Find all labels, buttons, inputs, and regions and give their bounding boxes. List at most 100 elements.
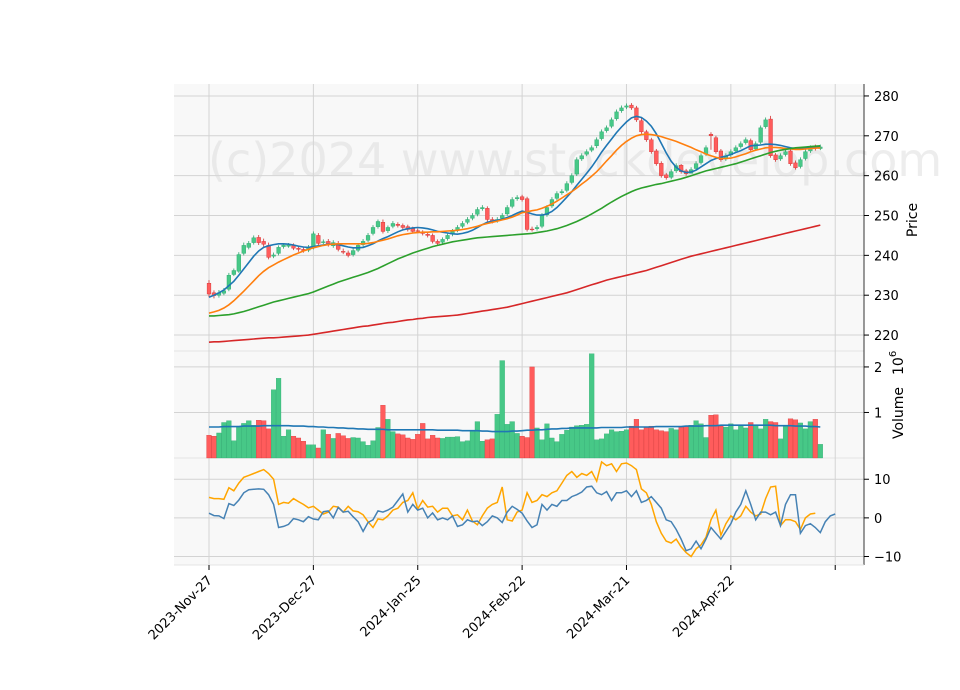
volume-bar-down: [340, 435, 346, 459]
volume-bar-up: [246, 420, 252, 459]
volume-bar-up: [216, 432, 222, 459]
volume-bar-up: [226, 420, 232, 459]
candle-up: [465, 219, 470, 223]
volume-bar-up: [370, 440, 376, 459]
volume-bar-up: [579, 425, 585, 459]
candle-up: [321, 241, 326, 243]
candle-down: [520, 196, 525, 200]
x-tick-label: 2024-Apr-22: [670, 573, 737, 640]
candle-up: [554, 193, 559, 199]
candle-up: [584, 151, 589, 155]
volume-bar-up: [459, 441, 466, 459]
candle-up: [375, 221, 381, 227]
candle-down: [773, 154, 778, 160]
volume-bar-down: [315, 447, 321, 459]
volume-bar-up: [534, 427, 540, 459]
volume-bar-up: [445, 436, 451, 459]
candle-down: [206, 283, 212, 295]
candle-down: [768, 118, 773, 156]
volume-bar-up: [728, 423, 734, 459]
volume-bar-up: [594, 439, 600, 459]
volume-bar-down: [653, 429, 659, 459]
volume-axis-title: Volume: [891, 387, 907, 439]
volume-bar-up: [320, 429, 326, 459]
volume-bar-up: [703, 437, 709, 459]
price-y-tick-label: 250: [874, 210, 899, 225]
volume-bar-up: [584, 424, 590, 459]
volume-bar-down: [395, 433, 401, 459]
volume-bar-up: [276, 378, 282, 459]
volume-bar-up: [564, 430, 570, 459]
volume-bar-up: [514, 433, 520, 459]
candle-up: [743, 139, 748, 143]
volume-bar-down: [792, 419, 799, 459]
ma-line-ma20: [208, 133, 821, 314]
candle-down: [256, 237, 261, 243]
candle-up: [693, 163, 699, 169]
volume-bar-up: [613, 431, 620, 459]
volume-bar-up: [782, 425, 789, 459]
volume-bar-up: [385, 419, 391, 459]
price-panel: [206, 103, 823, 343]
volume-bar-down: [768, 421, 774, 459]
price-y-tick-label: 230: [874, 289, 899, 304]
candle-up: [460, 223, 465, 227]
candle-up: [246, 243, 251, 248]
candle-down: [346, 252, 351, 256]
volume-bar-up: [305, 444, 311, 459]
volume-bar-up: [589, 353, 595, 459]
volume-bar-down: [524, 437, 530, 459]
macd-panel: [208, 460, 836, 558]
candle-down: [659, 163, 664, 176]
volume-bar-down: [325, 434, 331, 459]
volume-bar-down: [713, 414, 719, 459]
candle-down: [718, 150, 724, 160]
volume-bar-up: [807, 421, 813, 459]
candle-up: [505, 207, 510, 215]
macd-line: [208, 485, 836, 552]
volume-bar-up: [673, 429, 679, 459]
volume-bar-up: [797, 422, 803, 459]
candle-up: [281, 244, 286, 247]
ma-line-ma50: [209, 145, 821, 317]
candle-up: [241, 245, 246, 254]
x-tick-label: 2023-Nov-27: [146, 573, 216, 643]
volume-bar-down: [415, 434, 421, 459]
candle-down: [644, 131, 649, 140]
candle-up: [559, 191, 564, 193]
price-y-tick-label: 220: [874, 329, 899, 344]
candle-down: [430, 235, 435, 242]
candle-up: [753, 143, 758, 150]
ma-line-ma200: [208, 224, 821, 343]
volume-bar-up: [251, 425, 257, 459]
volume-bar-up: [365, 445, 371, 459]
volume-bar-down: [718, 425, 724, 459]
volume-bar-up: [499, 360, 505, 459]
candle-down: [664, 174, 669, 178]
candle-down: [261, 241, 266, 245]
volume-bar-up: [753, 425, 759, 459]
x-tick-label: 2024-Mar-21: [564, 573, 633, 642]
volume-bar-up: [763, 419, 769, 459]
candle-down: [529, 228, 535, 231]
candle-up: [619, 107, 624, 111]
candle-up: [783, 151, 788, 155]
candle-down: [296, 247, 301, 250]
volume-bar-up: [241, 423, 247, 459]
volume-bar-down: [420, 423, 426, 459]
candle-up: [569, 175, 574, 183]
x-tick-label: 2024-Jan-25: [358, 573, 425, 640]
volume-bar-up: [743, 427, 749, 459]
volume-bar-down: [519, 435, 525, 459]
candle-down: [395, 224, 400, 226]
volume-panel: [206, 353, 823, 459]
candle-up: [609, 119, 614, 127]
candle-up: [803, 151, 808, 159]
candle-up: [480, 207, 485, 209]
candle-up: [390, 223, 395, 227]
candle-up: [594, 139, 599, 146]
candle-up: [579, 155, 584, 160]
candle-up: [669, 171, 674, 178]
volume-bar-down: [380, 405, 386, 459]
macd-y-tick-label: −10: [874, 551, 901, 566]
